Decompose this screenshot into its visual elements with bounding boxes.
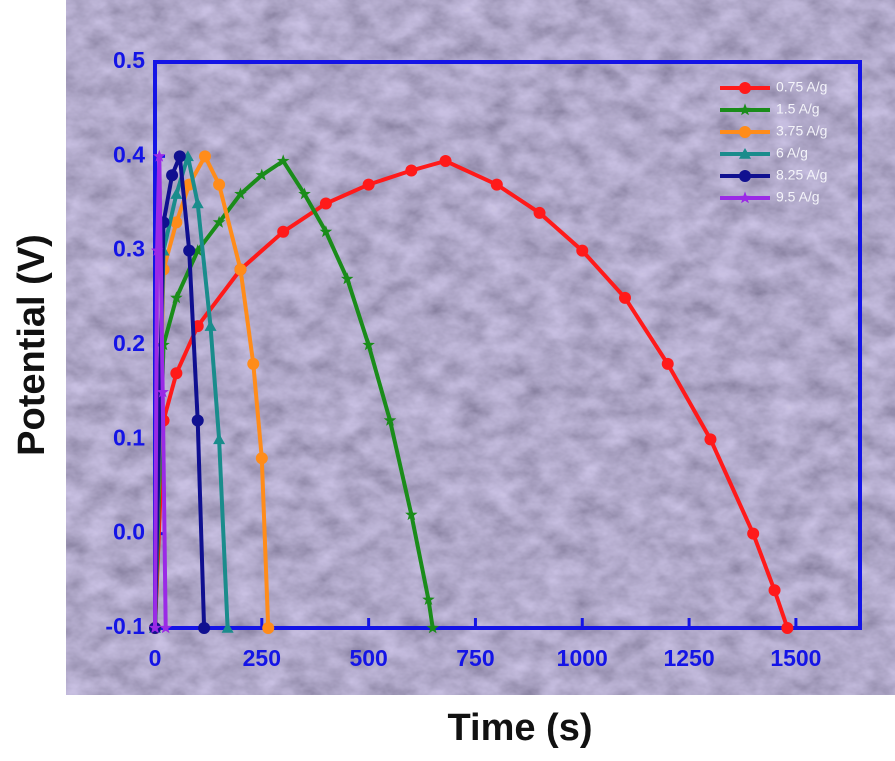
marker [363, 179, 375, 191]
legend-label: 0.75 A/g [776, 79, 827, 95]
x-tick-label: 1500 [770, 645, 821, 671]
marker [198, 622, 210, 634]
marker [739, 82, 751, 94]
marker [234, 264, 246, 276]
marker [405, 164, 417, 176]
marker [183, 245, 195, 257]
marker [440, 155, 452, 167]
page: {"chart_data": {"type": "line", "x_label… [0, 0, 895, 761]
y-tick-label: 0.4 [113, 141, 145, 167]
legend-label: 8.25 A/g [776, 167, 827, 183]
marker [174, 150, 186, 162]
y-axis-title: Potential (V) [11, 234, 53, 456]
x-tick-label: 250 [243, 645, 281, 671]
x-axis-title: Time (s) [447, 707, 592, 749]
chart: Time (s) Potential (V) 0 250 500 750 1000 125… [0, 0, 895, 761]
x-tick-label: 750 [456, 645, 494, 671]
legend-label: 9.5 A/g [776, 189, 820, 205]
marker [320, 198, 332, 210]
y-tick-label: 0.5 [113, 47, 145, 73]
x-tick-label: 1250 [664, 645, 715, 671]
marker [170, 367, 182, 379]
y-tick-label: 0.1 [113, 424, 145, 450]
marker [739, 170, 751, 182]
marker [662, 358, 674, 370]
marker [192, 414, 204, 426]
legend-label: 1.5 A/g [776, 101, 820, 117]
legend-label: 3.75 A/g [776, 123, 827, 139]
marker [769, 584, 781, 596]
marker [576, 245, 588, 257]
marker [619, 292, 631, 304]
marker [262, 622, 274, 634]
marker [166, 169, 178, 181]
marker [781, 622, 793, 634]
y-tick-label: 0.2 [113, 330, 145, 356]
marker [247, 358, 259, 370]
marker [199, 150, 211, 162]
x-tick-label: 0 [149, 645, 162, 671]
y-tick-label: 0.0 [113, 519, 145, 545]
marker [256, 452, 268, 464]
marker [491, 179, 503, 191]
y-tick-label: -0.1 [105, 613, 145, 639]
x-tick-label: 1000 [557, 645, 608, 671]
marker [739, 126, 751, 138]
marker [277, 226, 289, 238]
marker [747, 528, 759, 540]
y-tick-label: 0.3 [113, 236, 145, 262]
marker [704, 433, 716, 445]
marker [213, 179, 225, 191]
legend-label: 6 A/g [776, 145, 808, 161]
marker [534, 207, 546, 219]
x-tick-label: 500 [349, 645, 387, 671]
